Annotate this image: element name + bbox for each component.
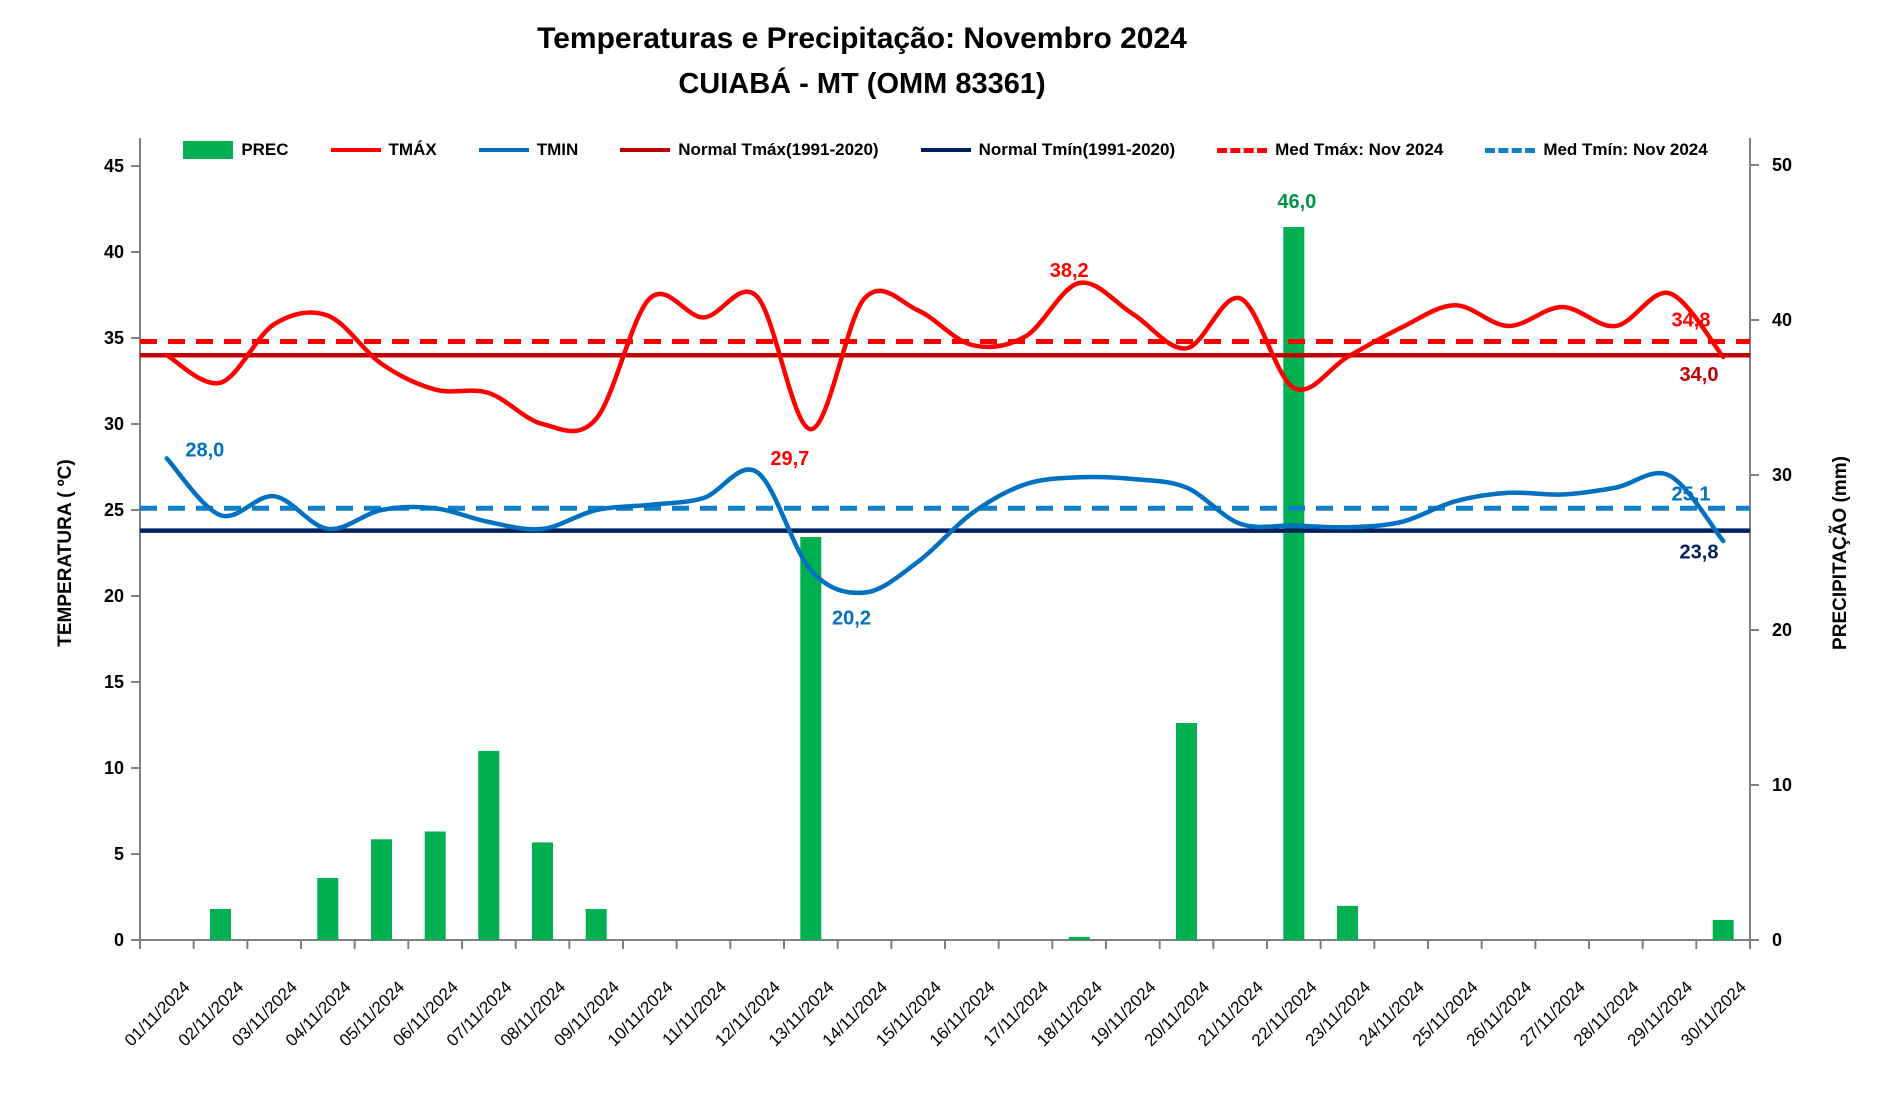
legend-label: TMÁX — [388, 140, 437, 159]
chart-title: Temperaturas e Precipitação: Novembro 20… — [537, 22, 1187, 55]
left-tick-label: 45 — [104, 156, 124, 176]
right-tick-label: 10 — [1772, 775, 1792, 795]
prec-bar — [800, 537, 822, 940]
left-tick-label: 25 — [104, 500, 124, 520]
prec-bar — [1283, 227, 1305, 940]
legend-item-4: Normal Tmín(1991-2020) — [920, 140, 1176, 160]
legend-marker-line-line — [478, 147, 529, 153]
prec-bar — [1712, 919, 1734, 940]
legend-label: PREC — [241, 140, 289, 159]
legend-item-3: Normal Tmáx(1991-2020) — [620, 140, 879, 160]
prec-bar — [371, 839, 392, 941]
legend-label: Normal Tmín(1991-2020) — [978, 140, 1176, 159]
legend-marker-line-line — [620, 147, 671, 153]
left-tick-label: 35 — [104, 328, 124, 348]
annotation-46-0: 46,0 — [1277, 191, 1316, 213]
legend-label: Med Tmín: Nov 2024 — [1543, 140, 1708, 159]
prec-bar — [1068, 936, 1090, 940]
left-tick-label: 10 — [104, 758, 124, 778]
left-tick-label: 20 — [104, 586, 124, 606]
legend-marker-line-line — [920, 147, 971, 153]
prec-bar — [585, 909, 607, 940]
legend-item-5: Med Tmáx: Nov 2024 — [1217, 140, 1443, 160]
annotation-29-7: 29,7 — [770, 448, 809, 470]
legend-item-2: TMIN — [478, 140, 579, 160]
prec-bar — [532, 842, 553, 940]
prec-bar — [1176, 723, 1197, 940]
x-date-labels: 01/11/202402/11/202403/11/202404/11/2024… — [121, 977, 1750, 1050]
left-tick-label: 5 — [114, 844, 124, 864]
right-tick-label: 50 — [1772, 155, 1792, 175]
legend-label: Med Tmáx: Nov 2024 — [1275, 140, 1444, 159]
right-tick-label: 40 — [1772, 310, 1792, 330]
prec-bar — [1337, 905, 1358, 940]
legend-label: TMIN — [536, 140, 579, 159]
tmin-line — [164, 456, 1726, 596]
prec-bar — [478, 750, 500, 940]
axes — [131, 138, 1759, 949]
legend-item-1: TMÁX — [330, 140, 437, 160]
annotation-23-8: 23,8 — [1680, 542, 1719, 564]
left-tick-label: 30 — [104, 414, 124, 434]
legend-item-0: PREC — [183, 140, 289, 160]
annotation-34-0: 34,0 — [1680, 364, 1719, 386]
prec-bar — [424, 831, 446, 940]
right-tick-labels: 0 10 20 30 40 50 — [1772, 155, 1792, 950]
legend: PREC TMÁX TMIN Normal Tmáx(1991-2020) Normal… — [0, 140, 1891, 160]
chart-subtitle: CUIABÁ - MT (OMM 83361) — [678, 68, 1046, 100]
prec-bars — [210, 227, 1734, 941]
annotation-34-8: 34,8 — [1672, 309, 1711, 331]
legend-marker-line-line — [330, 147, 381, 153]
annotation-38-2: 38,2 — [1050, 260, 1089, 282]
left-tick-label: 40 — [104, 242, 124, 262]
annotation-20-2: 20,2 — [832, 608, 871, 630]
tmax-line — [164, 280, 1726, 434]
annotations: 28,0 29,7 20,2 38,2 46,0 34,8 34,0 25,1 23,8 — [185, 191, 1718, 630]
left-tick-label: 15 — [104, 672, 124, 692]
right-tick-label: 30 — [1772, 465, 1792, 485]
legend-label: Normal Tmáx(1991-2020) — [678, 140, 879, 159]
annotation-28-0: 28,0 — [185, 439, 224, 461]
left-tick-labels: 0 5 10 15 20 25 30 35 40 45 — [104, 156, 124, 950]
legend-item-6: Med Tmín: Nov 2024 — [1485, 140, 1708, 160]
annotation-25-1: 25,1 — [1672, 483, 1711, 505]
legend-marker-dash-line — [1217, 147, 1268, 153]
legend-marker-dash-line — [1485, 147, 1536, 153]
left-tick-label: 0 — [114, 930, 124, 950]
legend-marker-swatch — [183, 141, 234, 159]
prec-bar — [210, 909, 231, 940]
right-tick-label: 0 — [1772, 930, 1782, 950]
prec-bar — [317, 878, 339, 940]
right-tick-label: 20 — [1772, 620, 1792, 640]
